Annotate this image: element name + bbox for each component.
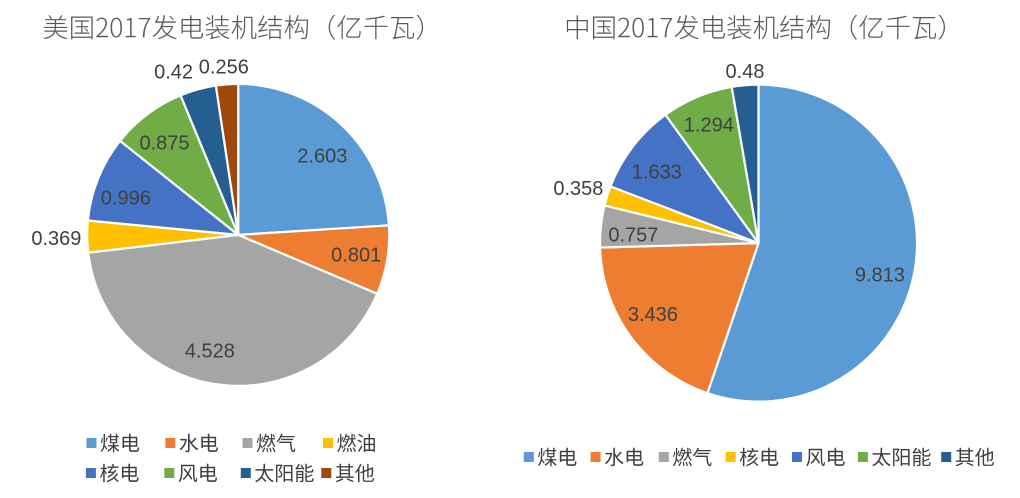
svg-text:9.813: 9.813 <box>855 264 905 286</box>
svg-text:3.436: 3.436 <box>628 304 678 326</box>
svg-text:4.528: 4.528 <box>185 341 235 363</box>
svg-text:0.256: 0.256 <box>199 56 249 78</box>
svg-text:0.42: 0.42 <box>154 62 193 84</box>
svg-text:0.875: 0.875 <box>139 132 189 154</box>
svg-text:0.801: 0.801 <box>331 245 381 267</box>
svg-text:0.369: 0.369 <box>31 228 81 250</box>
svg-text:1.294: 1.294 <box>684 115 734 137</box>
svg-text:0.757: 0.757 <box>608 225 658 247</box>
svg-text:1.633: 1.633 <box>632 161 682 183</box>
svg-text:0.358: 0.358 <box>553 178 603 200</box>
svg-text:0.48: 0.48 <box>726 61 765 83</box>
svg-text:0.996: 0.996 <box>101 187 151 209</box>
svg-text:2.603: 2.603 <box>297 146 347 168</box>
